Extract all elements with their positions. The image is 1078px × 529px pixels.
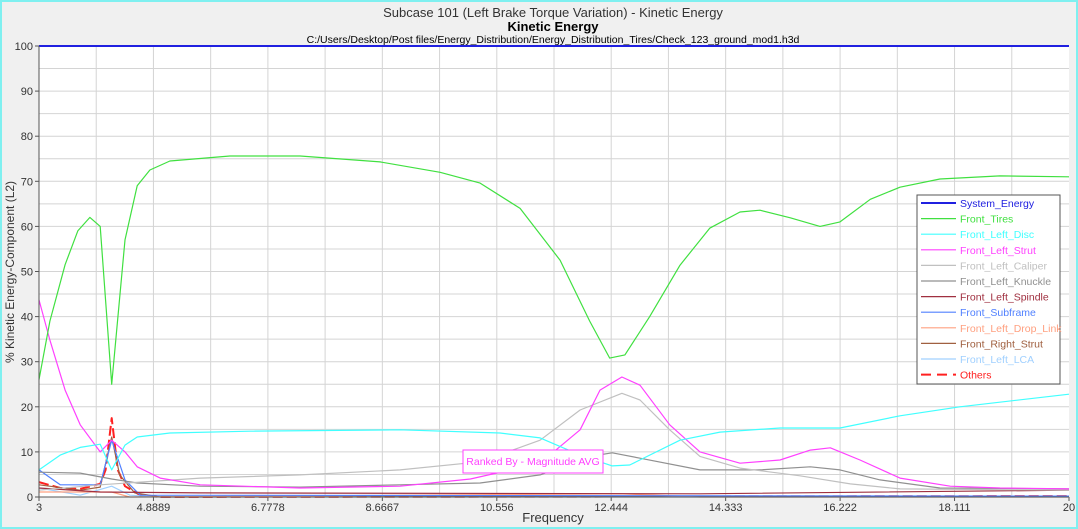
- legend-label: Front_Left_Drop_Link: [960, 323, 1062, 335]
- legend-label: Front_Left_Caliper: [960, 260, 1047, 272]
- legend-label: Front_Left_Knuckle: [960, 276, 1051, 288]
- series-line-front-left-disc: [38, 393, 1070, 471]
- x-tick-label: 20: [1063, 502, 1075, 514]
- annotation-box: Ranked By - Magnitude AVG: [462, 449, 604, 474]
- y-tick-label: 80: [21, 131, 33, 143]
- legend-label: Front_Left_Spindle: [960, 292, 1049, 304]
- legend-label: Others: [960, 370, 992, 382]
- y-tick-label: 60: [21, 221, 33, 233]
- legend-label: Front_Subframe: [960, 307, 1036, 319]
- legend-label: Front_Tires: [960, 214, 1013, 226]
- y-axis-label: % Kinetic Energy-Component (L2): [3, 181, 17, 363]
- y-tick-label: 50: [21, 267, 33, 279]
- series-line-front-tires: [38, 155, 1070, 385]
- y-tick-label: 20: [21, 402, 33, 414]
- legend: System_Energy Front_Tires Front_Left_Disc F…: [916, 194, 1062, 385]
- chart-subtitle: Kinetic Energy: [507, 19, 599, 34]
- x-tick-label: 16.222: [823, 502, 857, 514]
- legend-label: Front_Right_Strut: [960, 338, 1043, 350]
- x-tick-label: 8.6667: [366, 502, 400, 514]
- x-tick-label: 18.111: [939, 502, 971, 514]
- legend-label: Front_Left_Strut: [960, 245, 1036, 257]
- series-line-front-left-strut: [38, 299, 1070, 490]
- y-tick-label: 90: [21, 86, 33, 98]
- file-path: C:/Users/Desktop/Post files/Energy_Distr…: [307, 34, 800, 46]
- x-tick-label: 12.444: [594, 502, 628, 514]
- x-axis-label: Frequency: [522, 510, 584, 525]
- y-tick-label: 100: [15, 41, 33, 53]
- x-tick-label: 3: [36, 502, 42, 514]
- y-tick-label: 30: [21, 357, 33, 369]
- legend-label: Front_Left_LCA: [960, 354, 1034, 366]
- legend-label: Front_Left_Disc: [960, 229, 1034, 241]
- series-line-front-left-caliper: [38, 392, 1070, 491]
- y-tick-label: 10: [21, 447, 33, 459]
- y-tick-label: 70: [21, 176, 33, 188]
- annotation-text: Ranked By - Magnitude AVG: [466, 456, 599, 468]
- axis-ticks: 3 4.8889 6.7778 8.6667 10.556 12.444 14.333 16.…: [15, 41, 1075, 514]
- x-tick-label: 6.7778: [251, 502, 285, 514]
- legend-label: System_Energy: [960, 198, 1035, 210]
- x-tick-label: 10.556: [480, 502, 514, 514]
- x-tick-label: 4.8889: [137, 502, 171, 514]
- x-tick-label: 14.333: [709, 502, 743, 514]
- y-tick-label: 0: [27, 492, 33, 504]
- chart-title: Subcase 101 (Left Brake Torque Variation…: [383, 5, 723, 20]
- y-tick-label: 40: [21, 312, 33, 324]
- series-line-front-left-spindle: [38, 487, 1070, 495]
